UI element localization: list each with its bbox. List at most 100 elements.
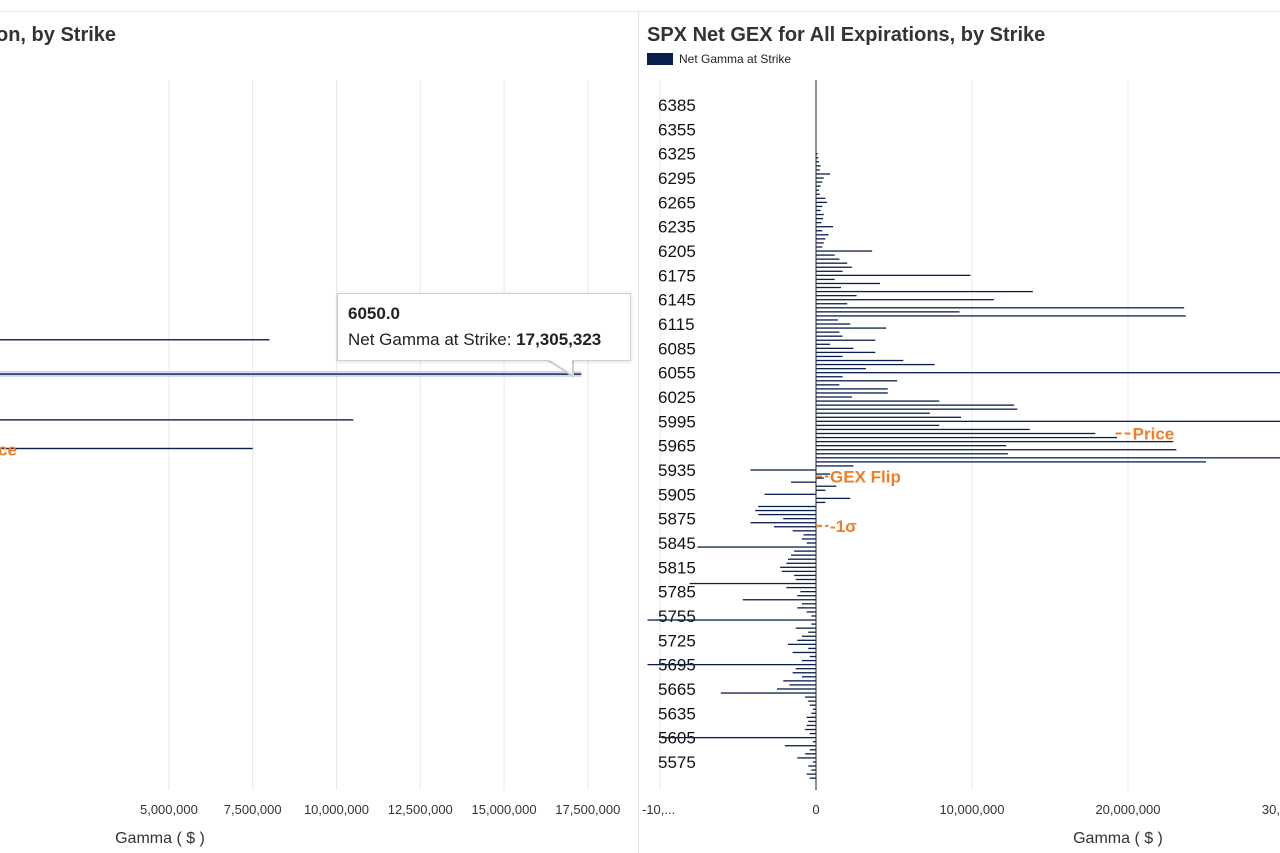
bar xyxy=(758,513,816,516)
bar xyxy=(773,526,816,528)
bar xyxy=(816,250,873,252)
x-tick-label: 5,000,000 xyxy=(140,802,198,817)
x-tick-label: 20,000,000 xyxy=(1095,802,1160,817)
bar xyxy=(816,384,840,386)
bar xyxy=(816,213,824,216)
bar xyxy=(816,408,1018,410)
bar xyxy=(816,221,822,224)
bar xyxy=(816,278,835,281)
bar xyxy=(816,238,826,240)
bar xyxy=(816,428,1030,431)
bar xyxy=(795,627,816,629)
y-tick-label: 5815 xyxy=(658,558,696,577)
bar xyxy=(816,331,840,333)
tooltip-title: 6050.0 xyxy=(348,304,400,323)
bar xyxy=(816,181,823,183)
bar xyxy=(816,376,843,378)
bar xyxy=(795,578,816,581)
y-tick-label: 6175 xyxy=(658,266,696,285)
tooltip-body: Net Gamma at Strike: 17,305,323 xyxy=(348,330,620,350)
bar xyxy=(803,534,816,536)
bar xyxy=(816,424,940,427)
bar xyxy=(777,688,816,690)
bar xyxy=(816,303,848,305)
y-tick-label: 6115 xyxy=(658,315,695,334)
bar xyxy=(816,153,818,155)
bar xyxy=(797,639,816,641)
y-tick-label: 6265 xyxy=(658,193,696,212)
bar xyxy=(786,586,816,589)
bar xyxy=(697,546,816,548)
x-tick-label: 10,000,000 xyxy=(304,802,369,817)
bar xyxy=(801,538,816,540)
left-chart-title: on, by Strike xyxy=(0,24,117,46)
bar xyxy=(661,736,816,739)
bar xyxy=(0,373,582,375)
bar xyxy=(794,574,816,577)
bar xyxy=(816,355,843,358)
y-tick-label: 5965 xyxy=(658,437,696,456)
bar xyxy=(816,343,831,345)
bar xyxy=(720,692,816,694)
bar xyxy=(816,193,820,195)
bar xyxy=(816,400,940,402)
bar xyxy=(801,635,816,637)
bar xyxy=(787,643,816,646)
bar xyxy=(781,570,816,573)
bar xyxy=(816,392,888,394)
bar xyxy=(816,157,819,159)
bar xyxy=(816,262,848,264)
y-tick-label: 6025 xyxy=(658,388,696,407)
bar xyxy=(812,708,816,710)
x-tick-label: 30, xyxy=(1262,802,1280,817)
bar xyxy=(806,724,816,727)
y-tick-label: 6385 xyxy=(658,96,696,115)
bar xyxy=(808,631,816,633)
right-chart-plot: -10,... 0 10,000,000 20,000,000 30, 6385 6355 6… xyxy=(642,80,1280,847)
bar xyxy=(805,753,816,755)
x-tick-label: 15,000,000 xyxy=(472,802,537,817)
bar xyxy=(816,473,831,475)
y-tick-label: 5575 xyxy=(658,753,696,772)
bar xyxy=(816,445,1007,447)
bar xyxy=(816,449,1177,451)
bar xyxy=(808,720,816,723)
bar xyxy=(800,591,816,593)
bar xyxy=(816,201,827,204)
bar xyxy=(783,680,816,682)
x-tick-label: 17,500,000 xyxy=(555,802,620,817)
bar xyxy=(805,728,816,731)
bar xyxy=(816,242,824,244)
bar xyxy=(812,761,816,763)
bar xyxy=(816,396,852,398)
y-tick-label: 5995 xyxy=(658,412,696,431)
bar xyxy=(816,161,820,163)
bar xyxy=(816,173,831,175)
y-tick-label: 5875 xyxy=(658,510,696,529)
bar xyxy=(816,440,1174,443)
bar xyxy=(816,501,826,504)
bar xyxy=(816,169,820,171)
bar xyxy=(816,489,826,491)
bar xyxy=(816,404,1015,406)
gex-flip-marker-label: GEX Flip xyxy=(830,467,901,486)
bar xyxy=(791,481,816,483)
bar xyxy=(816,380,898,382)
bar xyxy=(816,359,904,362)
bar xyxy=(755,509,816,512)
y-tick-label: 6295 xyxy=(658,169,696,188)
bar xyxy=(816,432,1096,435)
bar xyxy=(816,339,876,341)
x-axis-title: Gamma ( $ ) xyxy=(115,830,205,847)
bar xyxy=(816,290,1033,293)
bar xyxy=(801,603,816,605)
y-tick-label: 6205 xyxy=(658,242,696,261)
bar xyxy=(750,522,816,524)
bar xyxy=(816,274,971,277)
bar xyxy=(816,485,837,487)
legend[interactable]: Net Gamma at Strike xyxy=(647,52,791,66)
panel-divider xyxy=(638,12,639,853)
bar xyxy=(647,663,816,666)
bar xyxy=(808,700,816,702)
bar xyxy=(816,315,1186,317)
